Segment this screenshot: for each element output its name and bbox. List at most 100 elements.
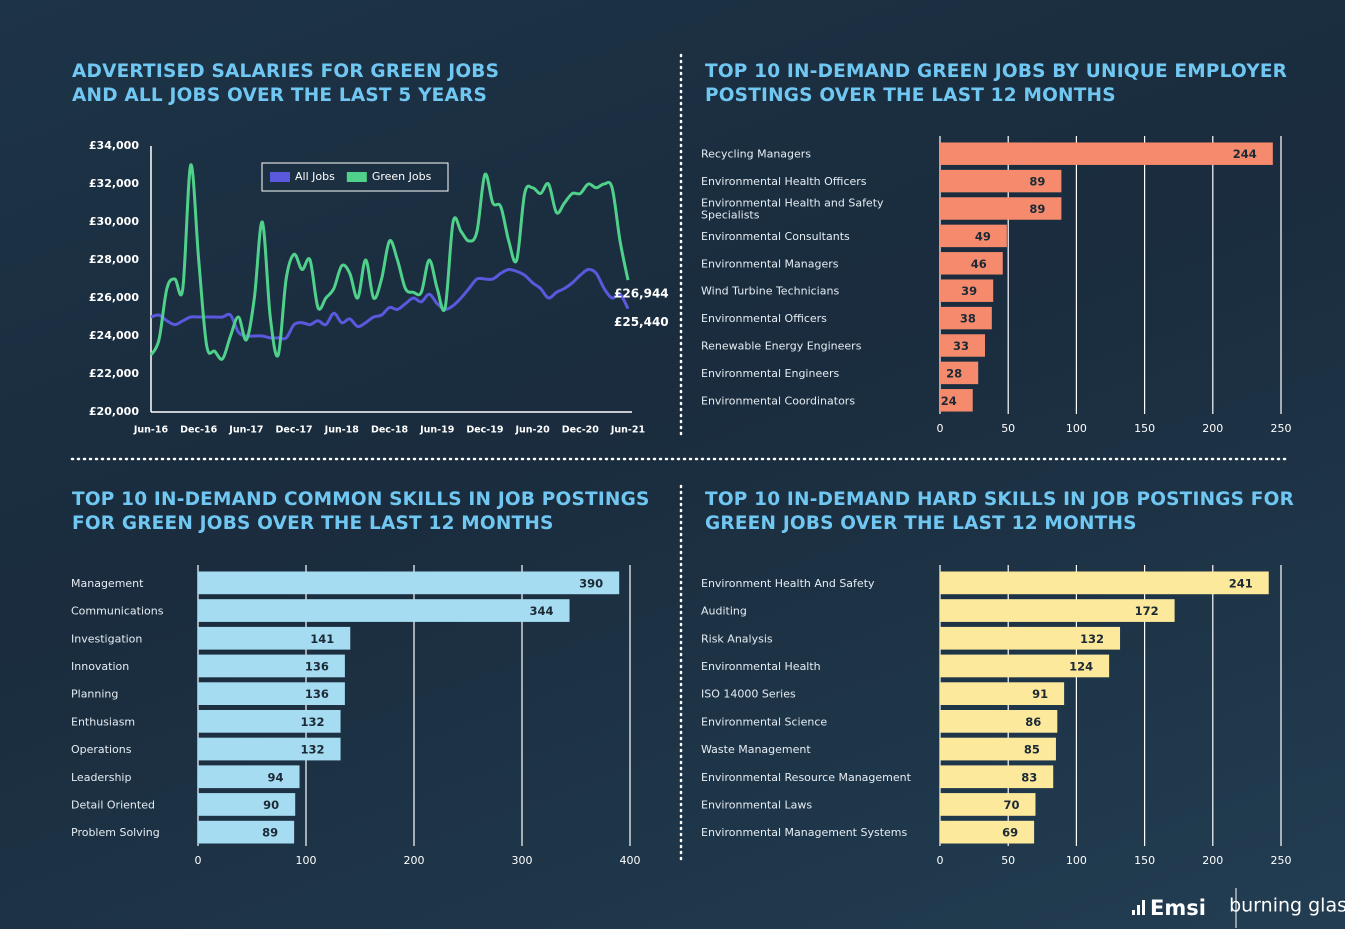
category-label: Environmental Managers <box>701 257 839 270</box>
category-label: Investigation <box>71 632 142 645</box>
bar <box>940 820 1035 844</box>
x-tick-label: 200 <box>404 854 425 867</box>
value-label: 94 <box>268 770 284 784</box>
category-label: Detail Oriented <box>71 798 155 811</box>
value-label: 244 <box>1233 147 1257 161</box>
x-tick-label: 50 <box>1001 854 1015 867</box>
bar <box>198 765 300 789</box>
value-label: 141 <box>310 632 334 646</box>
category-label: Environmental Consultants <box>701 230 850 243</box>
series-line <box>149 163 630 361</box>
bar <box>940 334 986 357</box>
chart-title: TOP 10 IN-DEMAND COMMON SKILLS IN JOB PO… <box>72 489 650 534</box>
x-tick-label: Dec-16 <box>180 425 218 436</box>
x-tick-label: 250 <box>1271 422 1292 435</box>
value-label: 83 <box>1021 770 1037 784</box>
category-label: Environmental Health and Safety Speciali… <box>701 197 887 222</box>
chart-title: ADVERTISED SALARIES FOR GREEN JOBS AND A… <box>72 61 500 106</box>
x-tick-label: Jun-21 <box>610 425 645 436</box>
category-label: Communications <box>71 605 164 618</box>
x-tick-label: Jun-17 <box>228 425 263 436</box>
legend-swatch <box>346 172 367 182</box>
value-label: 46 <box>971 257 987 271</box>
x-tick-label: 100 <box>1066 422 1087 435</box>
value-label: 132 <box>301 715 325 729</box>
bar <box>198 654 345 678</box>
bar <box>198 682 345 706</box>
value-label: 136 <box>305 659 329 673</box>
y-tick-label: £30,000 <box>89 215 139 228</box>
x-tick-label: 150 <box>1134 854 1155 867</box>
x-tick-label: Jun-20 <box>514 425 550 436</box>
category-label: Environment Health And Safety <box>701 577 875 590</box>
category-label: Environmental Resource Management <box>701 771 912 784</box>
chart-title: TOP 10 IN-DEMAND GREEN JOBS BY UNIQUE EM… <box>705 61 1288 106</box>
value-label: 90 <box>263 798 279 812</box>
value-label: 28 <box>946 366 962 380</box>
bar <box>940 197 1062 220</box>
x-tick-label: Dec-18 <box>371 425 409 436</box>
category-label: Renewable Energy Engineers <box>701 340 862 353</box>
bar <box>198 626 351 650</box>
x-tick-label: Dec-17 <box>276 425 313 436</box>
bar <box>940 737 1056 761</box>
category-label: Environmental Health Officers <box>701 175 867 188</box>
value-label: 89 <box>262 826 278 840</box>
value-label: 241 <box>1229 576 1253 590</box>
value-label: 70 <box>1003 798 1019 812</box>
category-label: Environmental Laws <box>701 798 812 811</box>
x-tick-label: Jun-19 <box>419 425 454 436</box>
icon-bar <box>1132 910 1135 915</box>
bar <box>198 709 341 733</box>
x-tick-label: Dec-20 <box>562 425 600 436</box>
category-label: Environmental Health <box>701 660 821 673</box>
category-label: Wind Turbine Technicians <box>701 285 839 298</box>
end-label: £26,944 <box>614 287 669 301</box>
value-label: 69 <box>1002 826 1018 840</box>
value-label: 390 <box>579 576 603 590</box>
category-label: Innovation <box>71 660 129 673</box>
value-label: 344 <box>530 604 554 618</box>
bar <box>940 709 1058 733</box>
value-label: 33 <box>953 339 969 353</box>
x-tick-label: 400 <box>620 854 641 867</box>
category-label: Enthusiasm <box>71 715 135 728</box>
x-tick-label: 200 <box>1202 422 1223 435</box>
separators <box>70 53 1292 864</box>
category-label: ISO 14000 Series <box>701 688 796 701</box>
value-label: 38 <box>960 312 976 326</box>
icon-bar <box>1137 905 1140 915</box>
category-label: Waste Management <box>701 743 811 756</box>
legend-swatch <box>270 172 290 182</box>
category-label: Risk Analysis <box>701 632 773 645</box>
value-label: 89 <box>1029 175 1045 189</box>
bar <box>198 820 295 844</box>
category-label: Auditing <box>701 605 747 618</box>
bar <box>940 389 973 412</box>
value-label: 39 <box>961 284 977 298</box>
bar <box>940 142 1273 165</box>
bar <box>198 571 620 595</box>
bar <box>940 626 1121 650</box>
value-label: 132 <box>1080 632 1104 646</box>
value-label: 172 <box>1135 604 1159 618</box>
x-tick-label: 100 <box>1066 854 1087 867</box>
x-tick-label: 150 <box>1134 422 1155 435</box>
legend-label: All Jobs <box>295 170 335 183</box>
legend-label: Green Jobs <box>372 170 432 183</box>
bar <box>940 279 994 302</box>
bar <box>940 361 979 385</box>
legend-box <box>261 162 449 192</box>
bar <box>940 599 1175 622</box>
x-tick-label: 300 <box>512 854 533 867</box>
bar <box>940 654 1110 678</box>
category-label: Environmental Officers <box>701 312 827 325</box>
category-label: Environmental Management Systems <box>701 826 908 839</box>
bar <box>940 793 1036 816</box>
end-label: £25,440 <box>614 315 669 329</box>
x-tick-label: 100 <box>296 854 317 867</box>
category-label: Environmental Engineers <box>701 367 840 380</box>
x-tick-label: Jun-16 <box>133 425 169 436</box>
y-tick-label: £24,000 <box>89 329 139 342</box>
